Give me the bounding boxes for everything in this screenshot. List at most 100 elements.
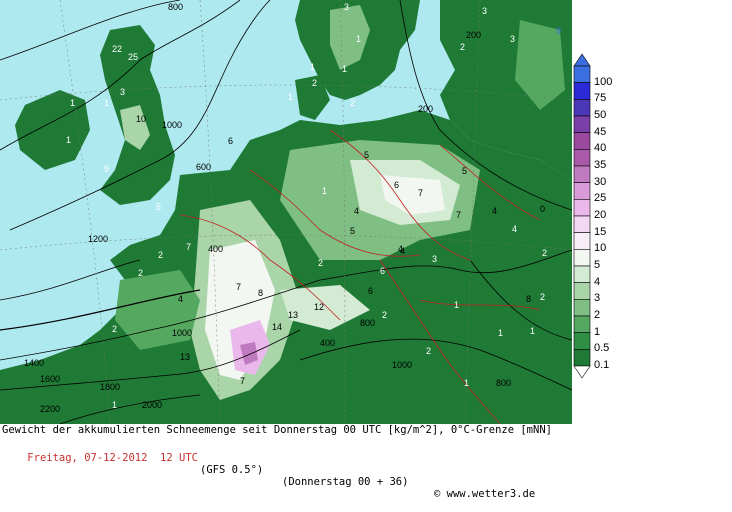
- scale-arrow-bottom: [573, 365, 591, 379]
- scale-swatch: [573, 299, 591, 317]
- caption-date: Freitag, 07-12-2012 12 UTC: [27, 452, 198, 464]
- scale-swatch: [573, 315, 591, 333]
- contour-label: 1800: [100, 382, 120, 392]
- contour-label: 1600: [40, 374, 60, 384]
- scale-label: 2: [594, 309, 601, 321]
- scale-swatch: [573, 115, 591, 133]
- scale-label: 10: [594, 242, 607, 255]
- snow-value: 1: [70, 98, 75, 108]
- contour-label: 400: [208, 244, 223, 254]
- snow-value: 13: [288, 310, 298, 320]
- snow-value: 1: [288, 92, 293, 102]
- scale-label: 1: [594, 325, 601, 338]
- snow-value: 3: [120, 87, 125, 97]
- scale-label: 35: [594, 159, 607, 171]
- scale-label: 15: [594, 225, 607, 238]
- snow-value: 1: [310, 62, 315, 72]
- contour-label: 600: [196, 162, 211, 172]
- snow-value: 3: [432, 254, 437, 264]
- scale-label: 5: [594, 259, 601, 271]
- scale-label: 45: [594, 125, 607, 138]
- snow-value: 2: [318, 258, 323, 268]
- snow-value: 8: [526, 294, 531, 304]
- snow-value: 3: [510, 34, 515, 44]
- snow-value: 2: [312, 78, 317, 88]
- scale-swatch: [573, 182, 591, 200]
- snow-value: 4: [512, 224, 517, 234]
- scale-swatch: [573, 65, 591, 83]
- contour-label: 2000: [142, 400, 162, 410]
- snow-value: 7: [240, 376, 245, 386]
- snow-value: 1: [322, 186, 327, 196]
- snow-value: 6: [368, 286, 373, 296]
- snow-value: 9: [104, 164, 109, 174]
- snow-value: 1: [454, 300, 459, 310]
- snow-value: 2: [112, 324, 117, 334]
- map-caption: Gewicht der akkumulierten Schneemenge se…: [0, 424, 572, 500]
- scale-label: 50: [594, 109, 607, 121]
- snow-value: 10: [136, 114, 146, 124]
- snow-value: 2: [542, 248, 547, 258]
- snow-value: 2: [158, 250, 163, 260]
- scale-swatch: [573, 82, 591, 100]
- contour-label: 800: [496, 378, 511, 388]
- scale-swatch: [573, 265, 591, 283]
- scale-label: 0.5: [594, 342, 610, 355]
- snow-value: 5: [156, 202, 161, 212]
- contour-label: 800: [168, 2, 183, 12]
- snow-value: 6: [394, 180, 399, 190]
- snow-value: 14: [272, 322, 282, 332]
- snow-value: 5: [462, 166, 467, 176]
- snow-value: 2: [426, 346, 431, 356]
- snow-value: 7: [456, 210, 461, 220]
- snow-value: 2: [138, 268, 143, 278]
- scale-arrow-top: [573, 53, 591, 67]
- snow-value: 3: [482, 6, 487, 16]
- snow-value: 22: [112, 44, 122, 54]
- color-scale-bar: [573, 53, 591, 379]
- scale-label: 100: [594, 75, 613, 88]
- contour-label: 1000: [172, 328, 192, 338]
- snow-value: 4: [354, 206, 359, 216]
- caption-run: (Donnerstag 00 + 36): [282, 476, 409, 488]
- contour-label: 800: [360, 318, 375, 328]
- snow-value: 6: [380, 266, 385, 276]
- contour-label: 200: [466, 30, 481, 40]
- contour-label: 400: [320, 338, 335, 348]
- scale-swatch: [573, 332, 591, 350]
- snow-value: 8: [258, 288, 263, 298]
- snow-value: 1: [104, 98, 109, 108]
- scale-swatch: [573, 349, 591, 367]
- scale-label: 0.1: [594, 359, 610, 371]
- snow-value: 25: [128, 52, 138, 62]
- scale-swatch: [573, 149, 591, 167]
- snow-value: 4: [492, 206, 497, 216]
- caption-copyright: © www.wetter3.de: [434, 488, 536, 500]
- caption-info: Freitag, 07-12-2012 12 UTC (GFS 0.5°) (D…: [2, 440, 535, 512]
- caption-title: Gewicht der akkumulierten Schneemenge se…: [2, 424, 552, 436]
- scale-swatch: [573, 232, 591, 250]
- snow-value: 5: [364, 150, 369, 160]
- snow-value: 13: [180, 352, 190, 362]
- snow-value: 1: [464, 378, 469, 388]
- scale-swatch: [573, 165, 591, 183]
- scale-swatch: [573, 249, 591, 267]
- snow-value: 5: [350, 226, 355, 236]
- scale-label: 40: [594, 142, 607, 155]
- caption-model: (GFS 0.5°): [200, 464, 264, 476]
- snow-value: 9: [556, 26, 561, 36]
- contour-label: 1400: [24, 358, 44, 368]
- snow-value: 1: [112, 400, 117, 410]
- snow-value: 2: [382, 310, 387, 320]
- snow-value: 3: [344, 2, 349, 12]
- snow-value: 2: [350, 98, 355, 108]
- scale-swatch: [573, 282, 591, 300]
- snow-map: 800 1000 1200 1400 1600 1800 2000 2200 1…: [0, 0, 572, 424]
- snow-value: 7: [418, 188, 423, 198]
- scale-label: 75: [594, 92, 607, 105]
- scale-label: 4: [594, 275, 601, 288]
- snow-value: 6: [228, 136, 233, 146]
- snow-value: 1: [498, 328, 503, 338]
- snow-value: 1: [66, 135, 71, 145]
- snow-value: 7: [236, 282, 241, 292]
